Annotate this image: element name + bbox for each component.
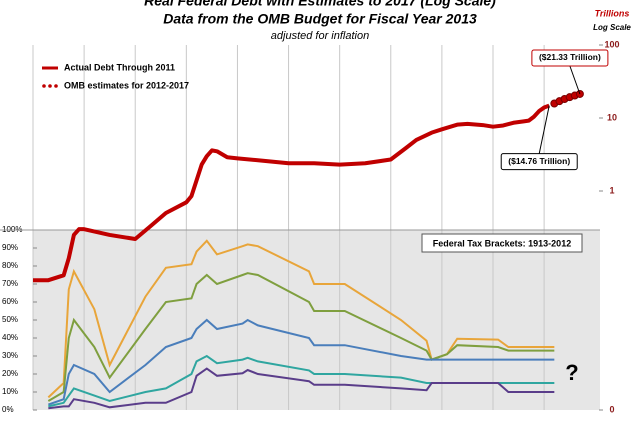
y-tick-label: 70% xyxy=(2,279,18,288)
y-tick-label: 1 xyxy=(609,185,614,195)
tax-bracket-line xyxy=(48,318,555,406)
legend-swatch xyxy=(42,84,46,88)
callout-box xyxy=(531,49,609,67)
annotation-box xyxy=(421,233,583,253)
debt-line xyxy=(33,103,550,283)
callout-line xyxy=(538,105,550,154)
data-label: ($21.33 Trillion) xyxy=(539,52,601,62)
chart-note: adjusted for inflation xyxy=(271,30,369,42)
y-tick-label: 10% xyxy=(2,387,18,396)
y-tick-label: 50% xyxy=(2,315,18,324)
plot-area xyxy=(33,45,600,230)
legend-swatch xyxy=(48,84,52,88)
axis-title: Trillions xyxy=(595,8,630,18)
legend-label: OMB estimates for 2012-2017 xyxy=(64,80,189,90)
legend-label: Actual Debt Through 2011 xyxy=(64,62,175,72)
y-tick-label: 100 xyxy=(604,39,619,49)
y-tick-label: 10 xyxy=(607,112,617,122)
y-tick-label: 40% xyxy=(2,333,18,342)
tax-area xyxy=(33,230,600,410)
callout-box xyxy=(500,153,578,171)
chart-title: Real Federal Debt with Estimates to 2017… xyxy=(144,0,496,9)
callout-line xyxy=(569,65,581,95)
y-tick-label: 30% xyxy=(2,351,18,360)
annotation: Federal Tax Brackets: 1913-2012 xyxy=(433,238,571,248)
tax-bracket-line xyxy=(48,367,555,410)
y-tick-label: 80% xyxy=(2,261,18,270)
legend-swatch xyxy=(54,84,58,88)
y-tick-label: 20% xyxy=(2,369,18,378)
scale-label: Log Scale xyxy=(593,23,631,32)
tax-bracket-line xyxy=(47,272,555,402)
chart-subtitle: Data from the OMB Budget for Fiscal Year… xyxy=(163,11,477,27)
y-tick-label: 60% xyxy=(2,297,18,306)
y-tick-label: 90% xyxy=(2,243,18,252)
y-tick-label: 0 xyxy=(609,404,614,414)
annotation: ? xyxy=(565,360,578,385)
data-label: ($14.76 Trillion) xyxy=(508,156,570,166)
y-tick-label: 0% xyxy=(2,405,14,414)
